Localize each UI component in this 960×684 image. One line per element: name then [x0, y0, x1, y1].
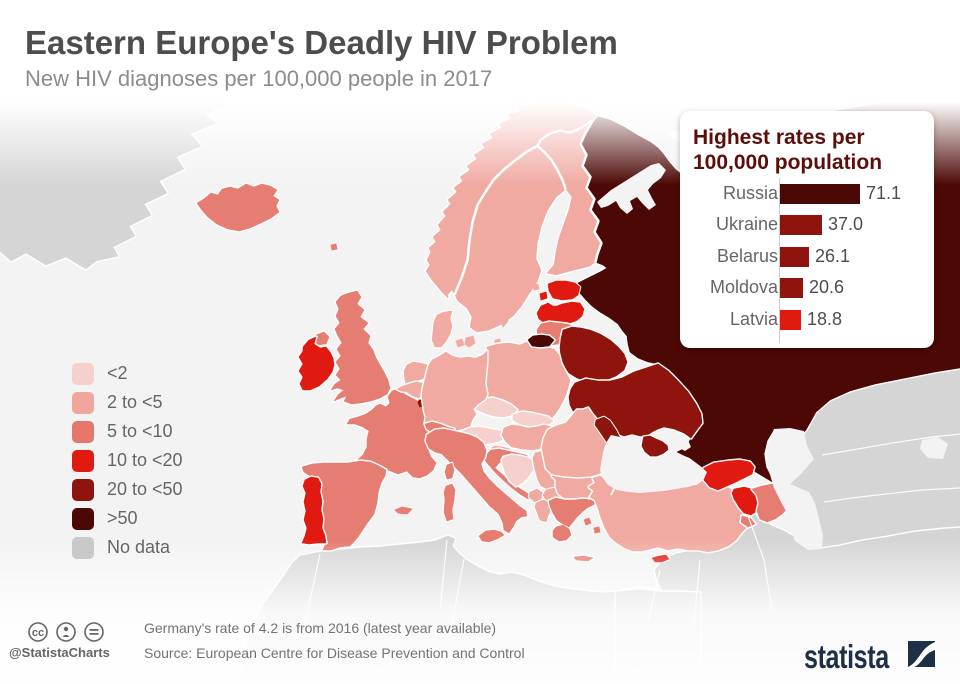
svg-text:cc: cc: [32, 627, 44, 639]
